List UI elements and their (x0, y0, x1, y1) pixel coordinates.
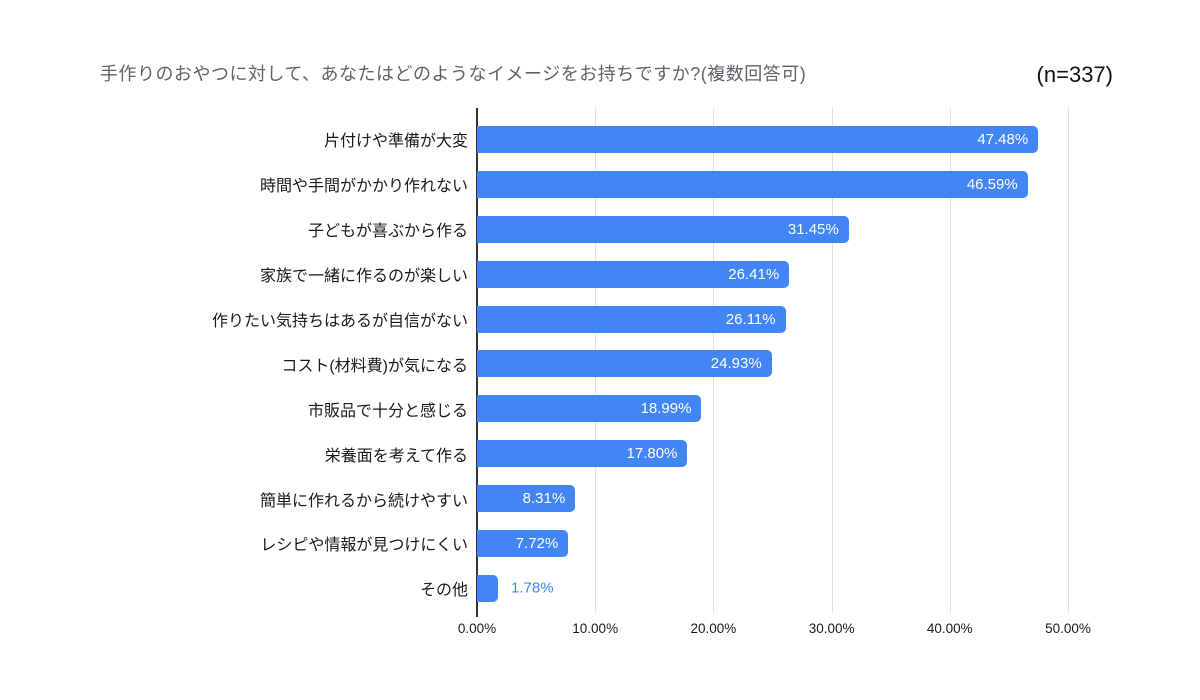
x-axis-tick-label: 10.00% (572, 621, 619, 636)
value-label: 18.99% (640, 400, 692, 418)
bar-track: 26.11% (477, 297, 1110, 342)
x-axis-tick-label: 20.00% (690, 621, 737, 636)
bar-track: 1.78% (477, 566, 1110, 611)
bar: 26.41% (477, 260, 790, 288)
bar-row: その他 1.78% (90, 566, 1110, 611)
bar: 24.93% (477, 350, 772, 378)
category-label: 栄養面を考えて作る (324, 447, 468, 465)
bar: 7.72% (477, 529, 569, 557)
bar-track: 31.45% (477, 207, 1110, 252)
value-label: 31.45% (787, 220, 839, 238)
bar: 8.31% (477, 485, 576, 513)
category-label: コスト(材料費)が気になる (281, 357, 468, 375)
bar-track: 46.59% (477, 162, 1110, 207)
bar-track: 26.41% (477, 252, 1110, 297)
bar-row: 市販品で十分と感じる 18.99% (90, 386, 1110, 431)
value-label: 1.78% (511, 579, 554, 597)
bar-row: コスト(材料費)が気になる 24.93% (90, 341, 1110, 386)
category-label: 簡単に作れるから続けやすい (259, 492, 468, 510)
x-gridline (831, 108, 833, 613)
bar: 47.48% (477, 125, 1039, 153)
category-label: 時間や手間がかかり作れない (259, 178, 468, 196)
bar: 26.11% (477, 305, 786, 333)
category-label: 片付けや準備が大変 (323, 133, 468, 151)
bar-track: 8.31% (477, 476, 1110, 521)
bar-row: 栄養面を考えて作る 17.80% (90, 431, 1110, 476)
category-label: レシピや情報が見つけにくい (260, 537, 468, 555)
chart-title: 手作りのおやつに対して、あなたはどのようなイメージをお持ちですか?(複数回答可) (100, 64, 807, 84)
bar-track: 47.48% (477, 117, 1110, 162)
category-label: 子どもが喜ぶから作る (307, 223, 468, 241)
sample-size-note: (n=337) (1036, 62, 1113, 87)
bar-track: 7.72% (477, 521, 1110, 566)
x-axis-tick-label: 50.00% (1045, 621, 1091, 636)
bar-row: 時間や手間がかかり作れない 46.59% (90, 162, 1110, 207)
value-label: 8.31% (522, 490, 566, 508)
x-gridline (949, 108, 951, 613)
category-label: 家族で一緒に作るのが楽しい (259, 268, 468, 286)
bar-track: 18.99% (477, 386, 1110, 431)
bar-track: 24.93% (477, 341, 1110, 386)
bar: 17.80% (477, 440, 688, 468)
bar: 31.45% (477, 215, 849, 243)
bar-row: 子どもが喜ぶから作る 31.45% (90, 207, 1110, 252)
value-label: 47.48% (977, 130, 1029, 148)
bar: 18.99% (477, 395, 702, 423)
bar-row: 片付けや準備が大変 47.48% (90, 117, 1110, 162)
x-gridline (1068, 108, 1069, 613)
bar (477, 574, 499, 602)
category-label: 市販品で十分と感じる (307, 402, 468, 420)
bar-row: レシピや情報が見つけにくい 7.72% (90, 521, 1110, 566)
bar-row: 家族で一緒に作るのが楽しい 26.41% (90, 252, 1110, 297)
value-label: 7.72% (515, 534, 559, 552)
bar-row: 簡単に作れるから続けやすい 8.31% (90, 476, 1110, 521)
category-label: 作りたい気持ちはあるが自信がない (211, 313, 468, 330)
x-axis-tick-label: 0.00% (457, 621, 497, 636)
bar: 46.59% (477, 170, 1028, 198)
x-axis-tick-label: 40.00% (926, 621, 973, 636)
value-label: 26.41% (728, 265, 780, 283)
x-axis-tick-label: 30.00% (808, 621, 855, 636)
value-label: 24.93% (710, 355, 762, 373)
bar-rows: 片付けや準備が大変 47.48% 時間や手間がかかり作れない 46.59% 子どもが喜ぶ… (90, 117, 1110, 611)
value-label: 17.80% (626, 445, 678, 463)
category-label: その他 (419, 582, 468, 600)
value-label: 26.11% (725, 310, 776, 328)
value-label: 46.59% (966, 175, 1018, 193)
bar-row: 作りたい気持ちはあるが自信がない 26.11% (90, 297, 1110, 342)
bar-track: 17.80% (477, 431, 1110, 476)
